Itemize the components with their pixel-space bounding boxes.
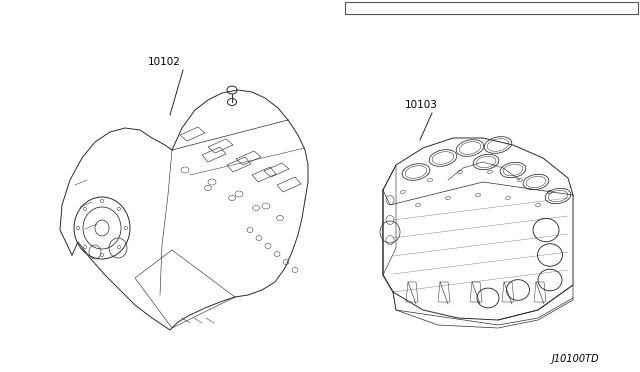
Text: J10100TD: J10100TD <box>552 354 600 364</box>
Text: 10103: 10103 <box>405 100 438 110</box>
Text: 10102: 10102 <box>148 57 181 67</box>
